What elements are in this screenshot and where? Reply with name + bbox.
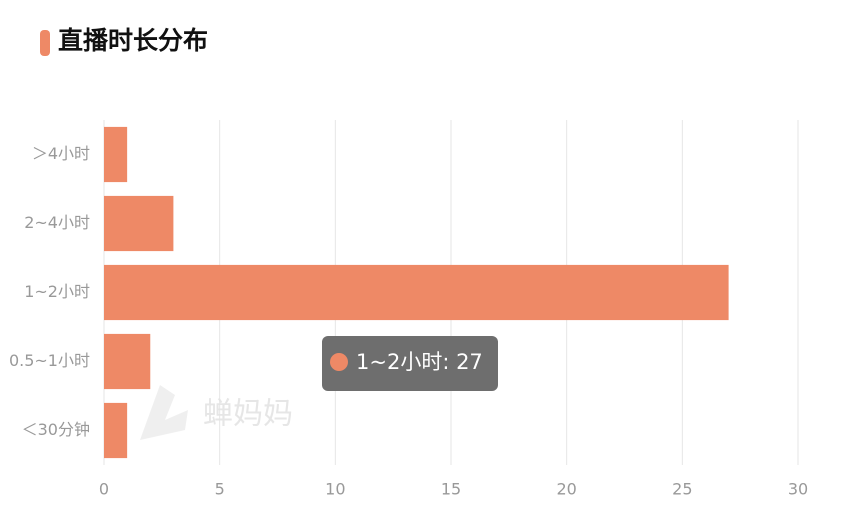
tooltip-box — [322, 336, 498, 391]
tooltip-dot — [330, 353, 348, 371]
x-tick-label: 15 — [441, 480, 461, 499]
bar — [104, 195, 174, 252]
y-tick-label: 0.5~1小时 — [9, 351, 90, 370]
x-tick-label: 30 — [788, 480, 808, 499]
x-tick-label: 0 — [99, 480, 109, 499]
x-tick-label: 25 — [672, 480, 692, 499]
x-tick-label: 20 — [556, 480, 576, 499]
tooltip-text: 1~2小时: 27 — [356, 350, 483, 374]
y-tick-label: ＜30分钟 — [22, 420, 90, 439]
x-tick-label: 10 — [325, 480, 345, 499]
watermark-logo — [140, 385, 188, 440]
tooltip: 1~2小时: 27 — [322, 336, 498, 391]
title-marker — [40, 30, 50, 56]
watermark: 蝉妈妈 — [140, 385, 293, 440]
x-tick-label: 5 — [215, 480, 225, 499]
y-tick-label: ＞4小时 — [32, 144, 90, 163]
bar — [104, 333, 151, 390]
bar — [104, 126, 128, 183]
watermark-text: 蝉妈妈 — [203, 397, 293, 432]
bar — [104, 264, 729, 321]
chart-title: 直播时长分布 — [58, 26, 208, 55]
y-tick-label: 2~4小时 — [24, 213, 90, 232]
bar — [104, 402, 128, 459]
y-tick-label: 1~2小时 — [24, 282, 90, 301]
